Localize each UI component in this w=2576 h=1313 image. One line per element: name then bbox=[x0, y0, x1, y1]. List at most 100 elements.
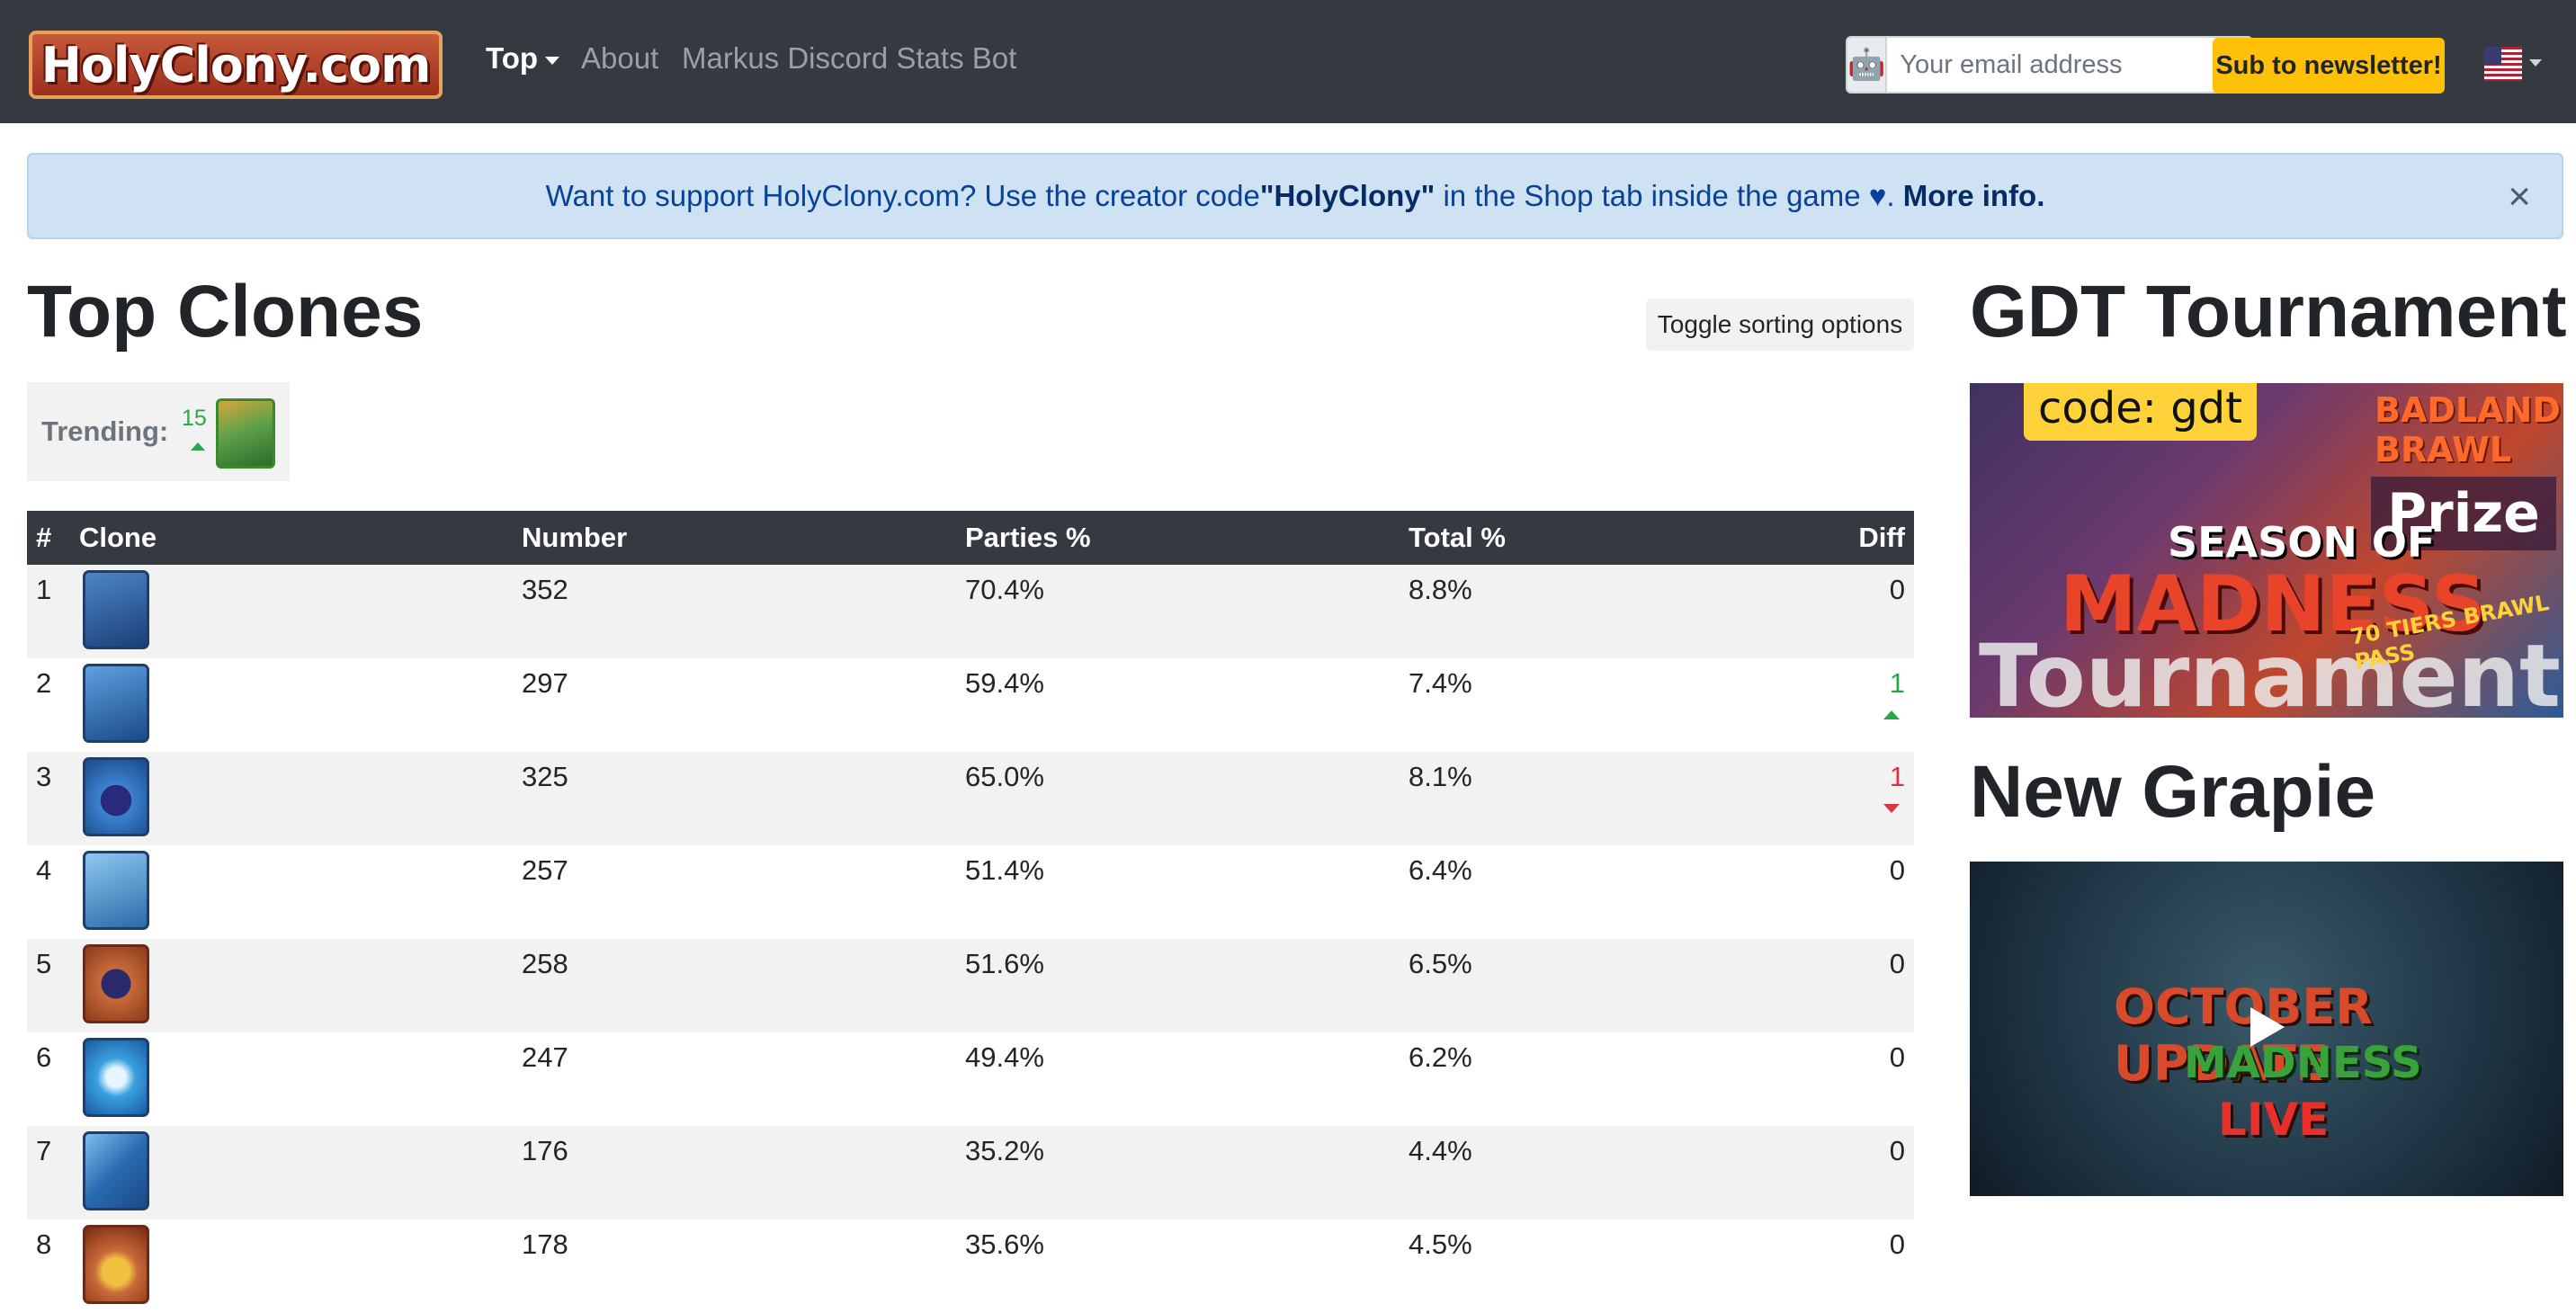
newsletter-email-group: 🤖 bbox=[1846, 36, 2254, 94]
banner-madness: MADNESS bbox=[2060, 559, 2487, 649]
table-row[interactable]: 8 178 35.6% 4.5% 0 bbox=[27, 1219, 1914, 1313]
table-row[interactable]: 2 297 59.4% 7.4% 1 bbox=[27, 658, 1914, 752]
diff-value: 1 bbox=[1889, 667, 1905, 699]
character-icon: 🤖 bbox=[1846, 36, 1888, 94]
clone-card[interactable] bbox=[83, 1131, 149, 1210]
trending-box: Trending: 15 bbox=[27, 382, 290, 481]
cell-number: 325 bbox=[522, 761, 568, 792]
header-total[interactable]: Total % bbox=[1409, 522, 1506, 553]
creator-code: "HolyClony" bbox=[1259, 179, 1436, 212]
language-chevron-icon[interactable] bbox=[2529, 59, 2542, 67]
toggle-sorting-button[interactable]: Toggle sorting options bbox=[1646, 299, 1914, 351]
diff-value: 0 bbox=[1889, 854, 1905, 886]
close-icon[interactable]: × bbox=[2508, 174, 2531, 219]
cell-parties: 51.6% bbox=[965, 948, 1044, 979]
chevron-down-icon bbox=[545, 56, 560, 65]
banner-prize: Prize bbox=[2371, 477, 2556, 550]
banner-tournament: Tournament bbox=[1979, 626, 2561, 718]
cell-parties: 35.2% bbox=[965, 1135, 1044, 1166]
cell-total: 6.2% bbox=[1409, 1041, 1472, 1073]
subscribe-button[interactable]: Sub to newsletter! bbox=[2213, 38, 2445, 94]
diff-value: 1 bbox=[1889, 761, 1905, 792]
video-line-3: LIVE bbox=[2218, 1094, 2330, 1146]
trend-up-icon bbox=[191, 442, 205, 451]
cell-clone bbox=[79, 658, 522, 752]
cell-clone bbox=[79, 752, 522, 845]
clone-card[interactable] bbox=[83, 570, 149, 649]
cell-clone bbox=[79, 565, 522, 658]
diff-value: 0 bbox=[1889, 948, 1905, 979]
cell-clone bbox=[79, 1219, 522, 1313]
cell-total: 4.4% bbox=[1409, 1135, 1472, 1166]
nav-top-label: Top bbox=[486, 41, 539, 75]
cell-diff: 1 bbox=[1768, 658, 1914, 752]
clone-card[interactable] bbox=[83, 1038, 149, 1117]
nav-top-dropdown[interactable]: Top bbox=[486, 41, 560, 76]
cell-rank: 4 bbox=[36, 854, 52, 886]
cell-diff: 1 bbox=[1768, 752, 1914, 845]
tournament-banner[interactable]: code: gdt BADLAND BRAWL Prize SEASON OF … bbox=[1970, 383, 2563, 718]
alert-text-after: in the Shop tab inside the game ♥. bbox=[1435, 179, 1903, 212]
cell-diff: 0 bbox=[1768, 1032, 1914, 1126]
banner-season: SEASON OF bbox=[2168, 518, 2436, 567]
cell-parties: 51.4% bbox=[965, 854, 1044, 886]
table-row[interactable]: 3 325 65.0% 8.1% 1 bbox=[27, 752, 1914, 845]
clones-table: # Clone Number Parties % Total % Diff 1 … bbox=[27, 511, 1914, 1313]
nav-about[interactable]: About bbox=[581, 41, 659, 75]
clone-card[interactable] bbox=[83, 664, 149, 743]
cell-parties: 59.4% bbox=[965, 667, 1044, 699]
clone-card[interactable] bbox=[83, 757, 149, 836]
diff-up-icon bbox=[1883, 710, 1900, 719]
cell-total: 6.4% bbox=[1409, 854, 1472, 886]
video-line-2: MADNESS bbox=[2184, 1038, 2422, 1088]
logo-text: HolyClony.com bbox=[40, 36, 432, 94]
cell-rank: 1 bbox=[36, 574, 52, 605]
page-title: Top Clones bbox=[27, 271, 424, 353]
clone-card[interactable] bbox=[83, 944, 149, 1023]
table-row[interactable]: 6 247 49.4% 6.2% 0 bbox=[27, 1032, 1914, 1126]
cell-parties: 35.6% bbox=[965, 1228, 1044, 1260]
nav-markus-bot[interactable]: Markus Discord Stats Bot bbox=[682, 41, 1017, 75]
video-line-1: OCTOBER UPDATE bbox=[2114, 978, 2373, 1092]
clone-card[interactable] bbox=[83, 1225, 149, 1304]
diff-value: 0 bbox=[1889, 574, 1905, 605]
alert-text-before: Want to support HolyClony.com? Use the c… bbox=[545, 179, 1260, 212]
header-diff[interactable]: Diff bbox=[1858, 522, 1905, 553]
cell-clone bbox=[79, 845, 522, 939]
cell-diff: 0 bbox=[1768, 845, 1914, 939]
table-row[interactable]: 7 176 35.2% 4.4% 0 bbox=[27, 1126, 1914, 1219]
header-number[interactable]: Number bbox=[522, 522, 628, 553]
header-rank[interactable]: # bbox=[36, 522, 52, 553]
site-logo[interactable]: HolyClony.com bbox=[29, 31, 443, 99]
table-row[interactable]: 5 258 51.6% 6.5% 0 bbox=[27, 939, 1914, 1032]
more-info-link[interactable]: More info. bbox=[1902, 179, 2045, 212]
cell-diff: 0 bbox=[1768, 939, 1914, 1032]
video-player[interactable]: OCTOBER UPDATE MADNESS LIVE bbox=[1970, 862, 2563, 1196]
cell-total: 8.1% bbox=[1409, 761, 1472, 792]
cell-number: 258 bbox=[522, 948, 568, 979]
clone-card[interactable] bbox=[83, 851, 149, 930]
table-row[interactable]: 4 257 51.4% 6.4% 0 bbox=[27, 845, 1914, 939]
cell-parties: 49.4% bbox=[965, 1041, 1044, 1073]
cell-total: 4.5% bbox=[1409, 1228, 1472, 1260]
us-flag-icon[interactable] bbox=[2484, 47, 2522, 81]
cell-number: 352 bbox=[522, 574, 568, 605]
cell-number: 257 bbox=[522, 854, 568, 886]
header-clone[interactable]: Clone bbox=[79, 522, 157, 553]
play-icon[interactable] bbox=[2250, 1007, 2285, 1047]
cell-number: 247 bbox=[522, 1041, 568, 1073]
cell-diff: 0 bbox=[1768, 1126, 1914, 1219]
header-parties[interactable]: Parties % bbox=[965, 522, 1091, 553]
cell-clone bbox=[79, 1032, 522, 1126]
email-input[interactable] bbox=[1887, 36, 2254, 94]
support-alert: Want to support HolyClony.com? Use the c… bbox=[27, 153, 2563, 239]
trending-count: 15 bbox=[182, 406, 207, 431]
table-row[interactable]: 1 352 70.4% 8.8% 0 bbox=[27, 565, 1914, 658]
trending-clone-card[interactable] bbox=[216, 398, 275, 469]
trending-label: Trending: bbox=[41, 415, 169, 447]
banner-badland: BADLAND BRAWL bbox=[2375, 390, 2561, 469]
diff-down-icon bbox=[1883, 804, 1900, 813]
navbar: HolyClony.com Top About Markus Discord S… bbox=[0, 0, 2576, 123]
cell-rank: 5 bbox=[36, 948, 52, 979]
cell-number: 178 bbox=[522, 1228, 568, 1260]
